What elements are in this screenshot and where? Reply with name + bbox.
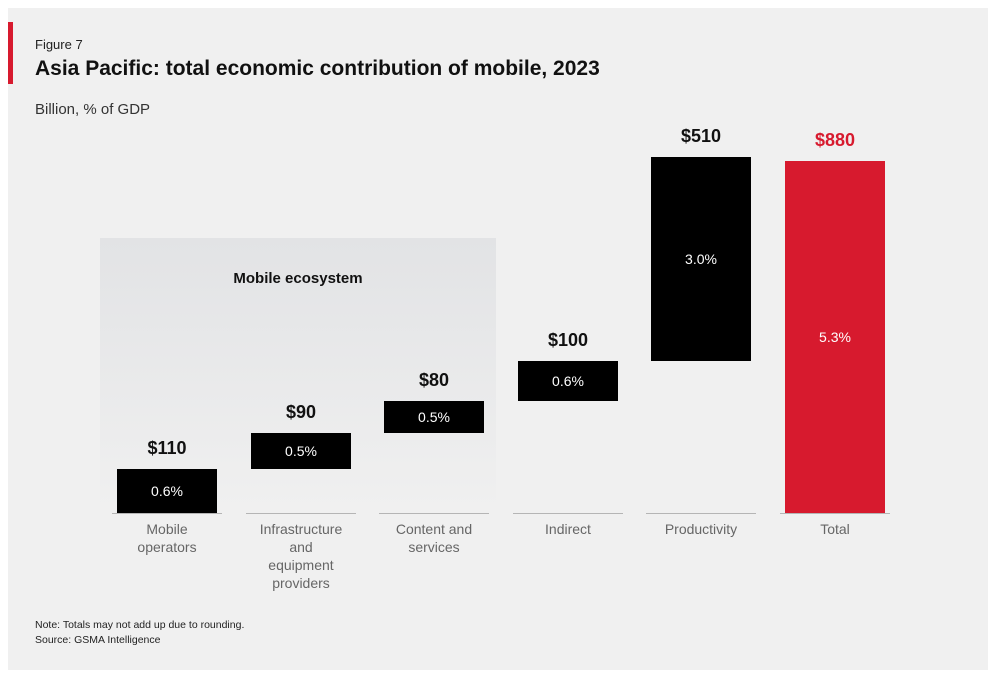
bar-value-label: $80 [419, 370, 449, 390]
accent-bar [8, 22, 13, 84]
figure-label: Figure 7 [35, 37, 83, 52]
bar-value-label: $100 [548, 330, 588, 350]
bar [384, 401, 484, 433]
category-label: Indirect [545, 521, 591, 537]
bar-value-label: $90 [286, 402, 316, 422]
category-label: and [289, 539, 312, 555]
bar-gdp-share-label: 0.5% [285, 443, 317, 459]
category-label: services [408, 539, 459, 555]
bar-gdp-share-label: 5.3% [819, 329, 851, 345]
category-label: Productivity [665, 521, 737, 537]
ecosystem-group-label: Mobile ecosystem [233, 270, 362, 287]
bar [518, 361, 618, 401]
category-label: providers [272, 575, 330, 591]
category-label: Infrastructure [260, 521, 343, 537]
category-label: Total [820, 521, 850, 537]
bar-gdp-share-label: 3.0% [685, 251, 717, 267]
bar-value-label: $110 [147, 438, 186, 458]
bar-value-label: $880 [815, 130, 855, 150]
bar [117, 469, 217, 513]
category-label: equipment [268, 557, 333, 573]
bar [785, 161, 885, 513]
chart-note: Note: Totals may not add up due to round… [35, 619, 245, 631]
bar [651, 157, 751, 361]
category-label: Content and [396, 521, 472, 537]
category-label: operators [137, 539, 196, 555]
category-label: Mobile [146, 521, 187, 537]
chart-source: Source: GSMA Intelligence [35, 634, 161, 646]
figure-title: Asia Pacific: total economic contributio… [35, 57, 600, 80]
bar-gdp-share-label: 0.6% [151, 483, 183, 499]
bar [251, 433, 351, 469]
figure-subtitle: Billion, % of GDP [35, 101, 151, 118]
bar-gdp-share-label: 0.5% [418, 409, 450, 425]
bar-value-label: $510 [681, 126, 721, 146]
bar-gdp-share-label: 0.6% [552, 373, 584, 389]
